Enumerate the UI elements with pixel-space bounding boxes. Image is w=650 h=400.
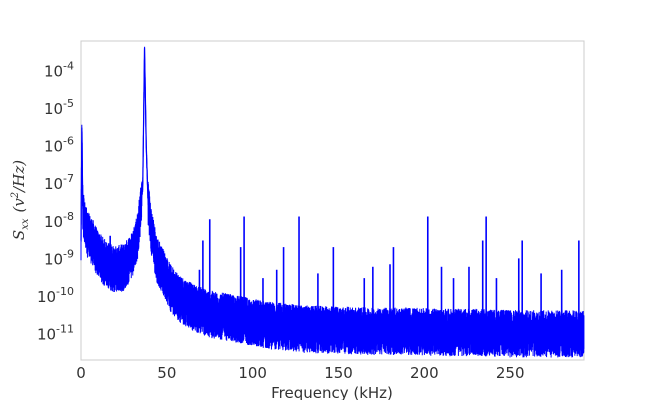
- x-tick-label: 150: [324, 364, 353, 382]
- y-label-superscript: 2: [10, 192, 21, 199]
- x-tick-label: 250: [496, 364, 525, 382]
- y-label-symbol: S: [10, 230, 28, 240]
- series-layer: [80, 46, 585, 358]
- y-label-open: (v: [10, 198, 28, 213]
- y-axis-label: Sxx (v2/Hz): [10, 160, 31, 240]
- y-tick-label: 10-7: [44, 172, 74, 193]
- x-tick-label: 200: [410, 364, 439, 382]
- y-tick-label: 10-6: [44, 135, 74, 156]
- psd-envelope-line: [80, 47, 584, 332]
- y-tick-label: 10-11: [37, 323, 74, 344]
- y-tick-label: 10-8: [44, 210, 74, 231]
- y-tick-label: 10-5: [44, 97, 74, 118]
- psd-series-line: [80, 46, 585, 358]
- y-tick-label: 10-9: [44, 247, 74, 268]
- y-tick-label: 10-10: [37, 285, 74, 306]
- y-label-subscript: xx: [20, 218, 31, 230]
- y-label-close: /Hz): [10, 160, 28, 194]
- x-axis-label: Frequency (kHz): [271, 384, 393, 400]
- x-tick-label: 100: [238, 364, 267, 382]
- x-tick-labels: 0 50 100 150 200 250: [76, 364, 524, 382]
- x-tick-label: 50: [157, 364, 176, 382]
- x-tick-label: 0: [76, 364, 86, 382]
- y-tick-labels: 10-11 10-10 10-9 10-8 10-7 10-6 10-5 10-4: [37, 59, 74, 343]
- y-tick-label: 10-4: [44, 59, 74, 80]
